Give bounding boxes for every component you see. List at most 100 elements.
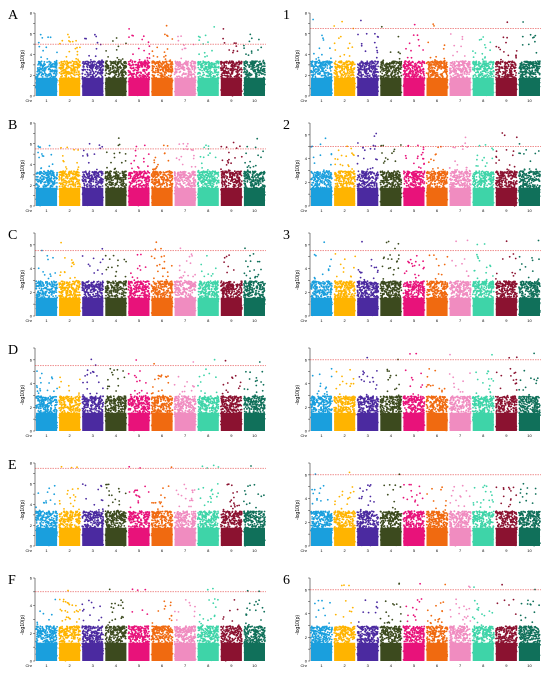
snp-point xyxy=(396,61,398,64)
snp-point xyxy=(484,57,486,59)
snp-point xyxy=(179,76,181,78)
snp-point xyxy=(349,66,352,69)
snp-point xyxy=(222,37,225,40)
snp-point xyxy=(359,62,361,65)
snp-point xyxy=(237,71,239,73)
snp-point xyxy=(453,64,456,67)
snp-point xyxy=(97,71,100,74)
snp-point xyxy=(127,69,130,72)
snp-point xyxy=(170,64,173,66)
snp-point xyxy=(127,74,130,76)
snp-point xyxy=(462,60,464,63)
snp-point xyxy=(489,41,492,44)
snp-point xyxy=(239,68,241,71)
snp-point xyxy=(89,62,92,64)
snp-point xyxy=(127,61,130,63)
snp-point xyxy=(37,41,40,44)
snp-point xyxy=(208,61,211,64)
snp-point xyxy=(176,75,178,78)
snp-point xyxy=(514,74,517,77)
snp-point xyxy=(71,60,74,63)
snp-point xyxy=(400,63,402,66)
snp-point xyxy=(340,67,343,69)
snp-point xyxy=(58,62,61,64)
snp-point xyxy=(349,68,352,71)
snp-point xyxy=(427,72,430,74)
snp-point xyxy=(158,60,161,63)
snp-point xyxy=(101,63,103,66)
snp-point xyxy=(263,65,266,68)
snp-point xyxy=(68,50,71,53)
snp-point xyxy=(243,47,246,49)
snp-point xyxy=(433,25,435,27)
snp-point xyxy=(175,62,177,65)
snp-point xyxy=(315,62,318,64)
snp-point xyxy=(363,71,366,73)
snp-point xyxy=(92,75,95,78)
snp-point xyxy=(454,69,457,72)
snp-point xyxy=(117,70,119,72)
snp-point xyxy=(47,73,50,76)
snp-point xyxy=(140,62,142,65)
snp-point xyxy=(258,38,260,41)
snp-point xyxy=(158,65,160,68)
snp-point xyxy=(82,68,85,71)
snp-point xyxy=(485,60,487,63)
snp-point xyxy=(60,64,63,66)
snp-point xyxy=(61,39,64,42)
snp-point xyxy=(334,73,337,75)
snp-point xyxy=(223,62,226,65)
snp-point xyxy=(351,46,354,48)
snp-point xyxy=(314,63,317,66)
snp-point xyxy=(114,60,117,63)
snp-point xyxy=(144,62,146,65)
snp-point xyxy=(251,68,254,70)
snp-point xyxy=(238,60,240,63)
snp-point xyxy=(443,64,446,67)
snp-point xyxy=(159,68,162,71)
snp-point xyxy=(176,61,179,64)
snp-point xyxy=(148,45,151,48)
snp-point xyxy=(406,68,408,70)
snp-point xyxy=(217,71,220,74)
snp-point xyxy=(360,60,363,63)
snp-point xyxy=(427,63,430,66)
snp-point xyxy=(347,68,350,71)
snp-point xyxy=(99,69,102,72)
snp-point xyxy=(106,60,108,62)
snp-point xyxy=(121,72,124,75)
chromosome-7-points xyxy=(448,33,472,96)
snp-point xyxy=(56,51,58,54)
snp-point xyxy=(131,60,134,63)
snp-point xyxy=(170,69,173,72)
snp-point xyxy=(399,52,401,55)
snp-point xyxy=(322,64,325,67)
snp-point xyxy=(160,72,163,75)
snp-point xyxy=(415,66,418,69)
snp-point xyxy=(212,74,215,77)
snp-point xyxy=(318,73,321,76)
snp-point xyxy=(109,60,112,63)
snp-point xyxy=(115,70,117,73)
snp-point xyxy=(397,67,400,70)
snp-point xyxy=(481,58,484,61)
snp-point xyxy=(164,54,167,57)
snp-density-band xyxy=(105,77,127,96)
snp-point xyxy=(89,59,92,61)
snp-point xyxy=(456,64,459,67)
snp-point xyxy=(204,34,207,37)
snp-point xyxy=(318,62,320,64)
snp-point xyxy=(475,68,477,70)
snp-point xyxy=(383,64,386,67)
snp-point xyxy=(188,68,191,71)
snp-point xyxy=(326,65,329,67)
snp-point xyxy=(489,67,492,70)
snp-point xyxy=(413,68,416,70)
snp-point xyxy=(418,60,421,63)
snp-point xyxy=(147,67,150,70)
chromosome-4-points xyxy=(379,25,403,96)
snp-point xyxy=(363,66,366,68)
snp-point xyxy=(345,65,348,68)
snp-point xyxy=(73,71,76,73)
snp-point xyxy=(503,65,506,68)
